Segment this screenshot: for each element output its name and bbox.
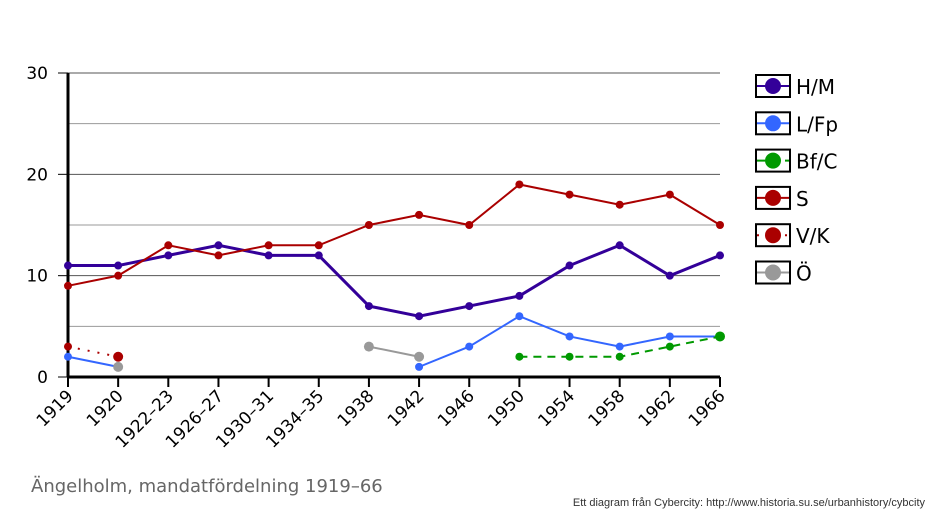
- data-point-Bf/C: [665, 342, 674, 351]
- data-point-L/Fp: [465, 342, 474, 351]
- data-point-H/M: [164, 251, 173, 260]
- x-tick-label: 1962: [635, 386, 680, 431]
- x-tick-label: 1938: [334, 386, 379, 431]
- x-tick-label: 1919: [33, 386, 78, 431]
- x-tick-label: 1920: [83, 386, 128, 431]
- data-point-S: [264, 241, 273, 250]
- legend-marker: [765, 78, 781, 94]
- y-tick-label: 10: [26, 267, 48, 287]
- data-point-H/M: [415, 312, 424, 321]
- data-point-Ö: [363, 341, 374, 352]
- legend-label: V/K: [796, 224, 830, 248]
- legend-marker: [765, 227, 781, 244]
- data-point-L/Fp: [565, 332, 574, 341]
- y-tick-label: 0: [37, 368, 48, 388]
- data-point-L/Fp: [615, 342, 624, 351]
- data-point-H/M: [716, 251, 724, 260]
- data-point-Bf/C: [515, 352, 524, 361]
- series-line-H/M: [68, 243, 721, 318]
- chart-title: Ängelholm, mandatfördelning 1919–66: [31, 476, 383, 497]
- y-tick-label: 30: [26, 64, 48, 84]
- data-point-Bf/C: [565, 352, 574, 361]
- data-point-S: [615, 200, 624, 209]
- data-point-H/M: [615, 241, 624, 250]
- data-point-Bf/C: [715, 331, 725, 342]
- data-point-S: [64, 281, 72, 290]
- data-point-H/M: [364, 302, 373, 311]
- data-point-L/Fp: [64, 352, 72, 361]
- data-point-S: [716, 221, 724, 229]
- legend-marker: [765, 189, 781, 206]
- data-point-Ö: [113, 361, 124, 372]
- legend-label: S: [796, 187, 809, 211]
- data-point-H/M: [114, 261, 123, 270]
- series-line-V/K: [67, 345, 119, 358]
- x-tick-label: 1966: [685, 386, 730, 431]
- data-point-H/M: [264, 251, 273, 260]
- legend-label: L/Fp: [796, 112, 838, 136]
- x-tick-label: 1946: [434, 386, 479, 431]
- data-point-H/M: [214, 241, 223, 250]
- x-tick-label: 1942: [384, 386, 429, 431]
- data-point-V/K: [113, 351, 124, 362]
- y-tick-label: 20: [26, 165, 48, 185]
- data-point-S: [415, 210, 424, 219]
- data-point-S: [114, 271, 123, 280]
- data-point-L/Fp: [415, 362, 424, 371]
- chart-credit: Ett diagram från Cybercity: http://www.h…: [572, 497, 925, 509]
- data-point-Ö: [414, 351, 425, 362]
- data-point-S: [565, 190, 574, 199]
- data-point-S: [364, 221, 373, 229]
- data-point-L/Fp: [665, 332, 674, 341]
- data-point-S: [515, 180, 524, 189]
- data-point-H/M: [465, 302, 474, 311]
- legend-label: H/M: [796, 75, 835, 99]
- data-point-S: [164, 241, 173, 250]
- data-point-S: [314, 241, 323, 250]
- x-tick-label: 1954: [534, 386, 579, 431]
- legend-label: Bf/C: [796, 150, 837, 174]
- data-point-V/K: [64, 342, 72, 351]
- data-point-H/M: [314, 251, 323, 260]
- series-line-Ö: [368, 345, 420, 358]
- data-point-H/M: [64, 261, 72, 270]
- data-point-H/M: [515, 291, 524, 300]
- series-line-L/Fp: [67, 355, 119, 368]
- legend-marker: [765, 115, 781, 132]
- legend-marker: [765, 264, 781, 281]
- x-tick-label: 1950: [484, 386, 529, 431]
- series-line-S: [67, 183, 721, 287]
- data-point-S: [665, 190, 674, 199]
- data-point-S: [465, 221, 474, 229]
- data-point-S: [214, 251, 223, 260]
- legend-marker: [765, 152, 781, 169]
- x-tick-label: 1958: [584, 386, 629, 431]
- data-point-H/M: [665, 271, 674, 280]
- legend-label: Ö: [796, 262, 812, 286]
- data-point-L/Fp: [515, 312, 524, 321]
- data-point-H/M: [565, 261, 574, 270]
- data-point-Bf/C: [615, 352, 624, 361]
